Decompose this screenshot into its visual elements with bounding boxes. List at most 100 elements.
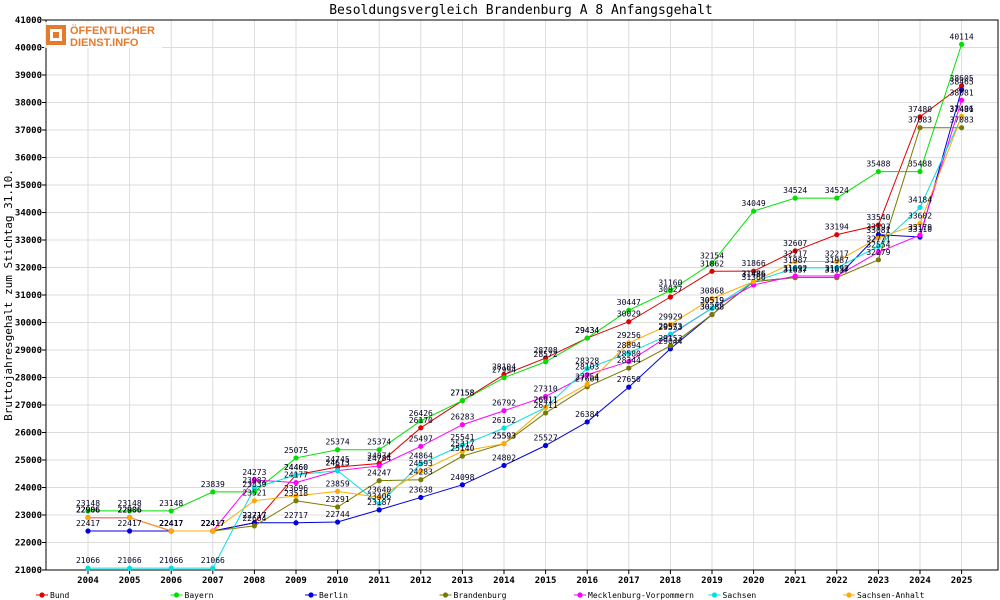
data-point [709, 296, 715, 302]
data-label: 28580 [617, 350, 641, 359]
grid [46, 19, 998, 571]
y-tick-label: 21000 [15, 566, 42, 576]
data-point [293, 493, 299, 499]
data-point [667, 288, 674, 294]
data-label: 24784 [367, 454, 391, 463]
y-tick-label: 27000 [15, 401, 42, 411]
series-mecklenburg-vorpommern [85, 97, 965, 534]
data-label: 33110 [908, 225, 932, 234]
legend-label: Bund [50, 591, 69, 600]
legend-label: Berlin [319, 591, 348, 600]
data-label: 24247 [367, 469, 391, 478]
data-label: 30029 [617, 310, 641, 319]
data-label: 25527 [534, 434, 558, 443]
data-point [85, 528, 91, 534]
logo-line1: ÖFFENTLICHER [70, 24, 155, 37]
data-label: 31987 [783, 256, 807, 265]
series-berlin [85, 87, 965, 534]
legend-item: Sachsen-Anhalt [843, 591, 925, 600]
data-label: 22417 [201, 519, 225, 528]
data-label: 23859 [326, 479, 350, 488]
data-label: 33179 [908, 223, 932, 232]
data-label: 22744 [326, 510, 350, 519]
data-point [293, 472, 299, 478]
data-label: 22906 [76, 506, 100, 515]
data-label: 29434 [575, 326, 599, 335]
data-point [127, 514, 133, 521]
y-tick-label: 25000 [15, 456, 42, 466]
data-label: 32154 [700, 251, 724, 260]
data-point [335, 488, 341, 494]
data-point [959, 125, 965, 131]
data-point [917, 125, 923, 131]
data-label: 22417 [159, 519, 183, 528]
legend-label: Bayern [185, 591, 214, 600]
data-point [459, 422, 465, 428]
data-label: 35488 [866, 160, 890, 169]
data-label: 21066 [201, 556, 225, 565]
y-tick-label: 31000 [15, 291, 42, 301]
data-point [501, 441, 507, 447]
data-point [626, 365, 632, 371]
data-label: 22417 [76, 519, 100, 528]
data-point [792, 248, 798, 254]
data-point [543, 359, 549, 365]
data-label: 23148 [76, 499, 100, 508]
y-tick-label: 22000 [15, 539, 42, 549]
data-point [418, 418, 424, 424]
data-point [418, 477, 424, 483]
data-point [709, 268, 715, 274]
data-point [376, 501, 382, 507]
data-point [959, 87, 965, 93]
data-point [709, 260, 715, 266]
data-label: 22417 [159, 519, 183, 528]
data-label: 23518 [284, 489, 308, 498]
data-point [626, 340, 632, 346]
data-label: 22417 [118, 519, 142, 528]
data-point [543, 404, 549, 411]
legend-label: Sachsen-Anhalt [857, 591, 925, 600]
data-label: 33081 [866, 226, 890, 235]
data-label: 34524 [825, 186, 849, 195]
y-tick-label: 37000 [15, 126, 42, 136]
legend-label: Mecklenburg-Vorpommern [588, 591, 694, 600]
data-label: 32217 [825, 250, 849, 259]
data-point [543, 442, 549, 449]
legend-marker [308, 592, 314, 598]
data-label: 22417 [159, 519, 183, 528]
data-point [459, 442, 465, 448]
data-label: 28328 [575, 356, 599, 365]
data-point [834, 232, 840, 238]
data-point [127, 528, 133, 534]
data-point [168, 508, 174, 514]
data-point [251, 477, 257, 483]
x-tick-label: 2023 [868, 576, 890, 586]
data-label: 31692 [825, 264, 849, 273]
data-label: 32554 [866, 240, 890, 249]
data-point [917, 232, 923, 238]
data-label: 24177 [284, 471, 308, 480]
data-point [917, 204, 923, 211]
data-label: 23839 [242, 480, 266, 489]
legend-marker [846, 592, 852, 598]
data-label: 23640 [367, 485, 391, 494]
data-label: 32217 [783, 250, 807, 259]
data-label: 27310 [534, 384, 558, 393]
data-label: 37480 [908, 105, 932, 114]
data-point [293, 498, 299, 504]
data-point [168, 565, 174, 571]
data-label: 32607 [783, 239, 807, 248]
legend-item: Mecklenburg-Vorpommern [574, 591, 694, 600]
series-line [88, 89, 963, 532]
y-tick-label: 28000 [15, 374, 42, 384]
data-label: 21066 [76, 556, 100, 565]
y-tick-label: 29000 [15, 346, 42, 356]
x-tick-label: 2005 [119, 576, 141, 586]
data-point [875, 235, 882, 241]
data-label: 24802 [492, 453, 516, 462]
x-tick-label: 2013 [452, 576, 474, 586]
data-label: 30519 [700, 296, 724, 305]
data-label: 37496 [950, 104, 974, 113]
data-label: 25541 [450, 433, 474, 442]
data-label: 29044 [658, 337, 682, 346]
